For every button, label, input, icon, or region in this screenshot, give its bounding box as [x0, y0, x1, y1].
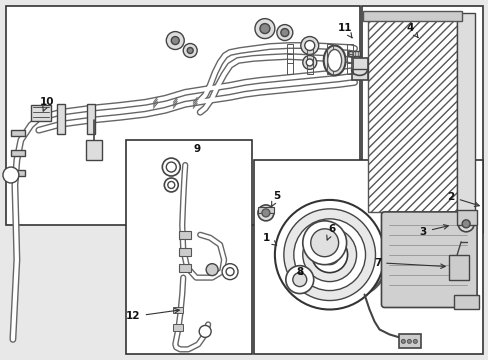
Text: 2: 2 [447, 192, 478, 207]
Bar [456, 210, 476, 225]
Circle shape [262, 209, 269, 217]
Circle shape [183, 44, 197, 58]
Text: 3: 3 [419, 225, 447, 237]
Circle shape [225, 268, 234, 276]
Circle shape [260, 24, 269, 33]
Bar [346, 44, 352, 63]
Circle shape [285, 266, 313, 293]
Bar [326, 44, 332, 63]
Circle shape [305, 59, 313, 66]
Circle shape [311, 222, 386, 298]
Circle shape [407, 339, 410, 343]
Bar [362, 11, 461, 21]
Text: 8: 8 [296, 267, 303, 276]
Circle shape [461, 220, 469, 228]
Bar [453, 294, 478, 310]
Circle shape [293, 219, 365, 291]
Bar [86, 104, 94, 134]
Circle shape [3, 167, 19, 183]
Bar [173, 306, 183, 314]
Bar [361, 6, 482, 233]
Bar [11, 170, 25, 176]
Circle shape [164, 178, 178, 192]
Text: 1: 1 [263, 233, 276, 245]
Circle shape [206, 264, 218, 276]
Bar [306, 44, 312, 63]
Circle shape [457, 216, 473, 232]
Circle shape [187, 48, 193, 54]
Bar [448, 255, 468, 280]
Bar [258, 207, 273, 213]
Bar [326, 54, 332, 75]
Bar [179, 248, 191, 256]
Text: 5: 5 [271, 191, 280, 207]
Circle shape [162, 158, 180, 176]
Text: 7: 7 [373, 258, 444, 269]
Bar [347, 50, 359, 57]
Circle shape [254, 19, 274, 39]
Text: 6: 6 [326, 224, 335, 240]
Circle shape [302, 55, 316, 69]
Circle shape [292, 273, 306, 287]
Text: 12: 12 [126, 309, 179, 321]
Circle shape [401, 339, 405, 343]
Bar [173, 324, 183, 332]
Text: 11: 11 [337, 23, 351, 38]
Bar [306, 54, 312, 75]
Bar [346, 54, 352, 75]
FancyBboxPatch shape [381, 212, 476, 307]
Circle shape [222, 264, 238, 280]
Circle shape [300, 37, 318, 54]
Circle shape [171, 37, 179, 45]
Bar [179, 231, 191, 239]
Circle shape [310, 229, 338, 257]
Bar [286, 44, 292, 63]
Circle shape [325, 251, 333, 259]
Circle shape [280, 28, 288, 37]
Bar [6, 6, 359, 225]
Bar [253, 160, 482, 354]
Circle shape [166, 32, 184, 50]
Circle shape [412, 339, 416, 343]
Circle shape [304, 41, 314, 50]
Text: 4: 4 [406, 23, 417, 38]
Circle shape [276, 24, 292, 41]
Bar [57, 104, 64, 134]
Circle shape [199, 325, 211, 337]
Bar [126, 140, 251, 354]
Bar [367, 13, 456, 212]
Circle shape [302, 228, 356, 282]
Circle shape [274, 200, 384, 310]
Circle shape [302, 221, 346, 265]
Bar [85, 140, 102, 160]
Bar [286, 54, 292, 75]
Bar [11, 130, 25, 136]
Bar [351, 58, 367, 80]
Text: 9: 9 [193, 144, 201, 154]
Circle shape [311, 237, 347, 273]
Bar [11, 150, 25, 156]
Circle shape [258, 205, 273, 221]
Circle shape [166, 162, 176, 172]
Bar [31, 105, 51, 121]
Bar [456, 13, 474, 212]
Bar [179, 264, 191, 272]
Text: 10: 10 [40, 97, 54, 111]
Circle shape [321, 232, 377, 288]
Ellipse shape [323, 45, 345, 75]
Circle shape [319, 245, 339, 265]
Circle shape [283, 209, 375, 301]
Circle shape [167, 181, 174, 189]
Ellipse shape [327, 50, 341, 71]
Bar [399, 334, 421, 348]
